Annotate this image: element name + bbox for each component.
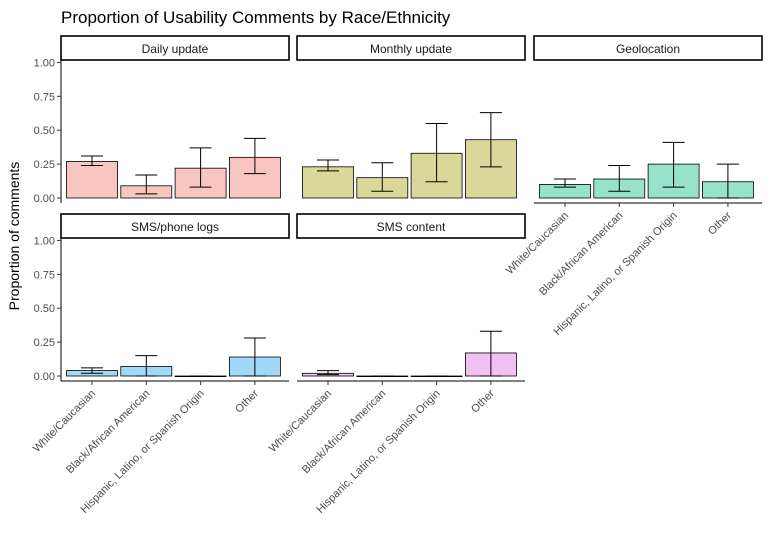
y-axis-label: Proportion of comments [6,162,22,311]
x-tick-label-other: Other [469,387,497,415]
panel-geolocation: GeolocationWhite/CaucasianBlack/African … [504,35,763,338]
strip-sms-phone-logs [60,213,290,239]
error-bar-sms-phone-logs-white-caucasian [81,367,103,374]
error-bar-daily-update-black-african-american [135,174,158,195]
error-bar-geolocation-white-caucasian [554,178,576,188]
x-tick-label-other: Other [233,387,261,415]
error-bar-daily-update-other [243,137,266,175]
facet-panels: Daily update 0.00 0.25 0.50 0.75 1.00 Monthly … [31,35,763,516]
panel-sms-phone-logs: SMS/phone logs0.000.250.500.751.00White/… [31,213,290,516]
error-bar-sms-content-other [479,330,502,377]
strip-label-sms-content: SMS content [377,220,446,234]
y-tick-label: 0.75 [34,269,55,281]
error-bar-monthly-update-other [479,112,502,168]
error-bar-sms-content-white-caucasian [317,370,339,376]
panel-monthly-update: Monthly update [296,35,526,199]
x-tick-label-other: Other [706,209,734,237]
strip-monthly-update [296,35,526,61]
error-bar-geolocation-other [716,163,739,199]
error-bar-monthly-update-black-african-american [371,162,394,192]
error-bar-monthly-update-hispanic-latino-or-spanish-origin [425,122,448,183]
strip-label-sms-phone-logs: SMS/phone logs [131,220,219,234]
y-tick-label: 0.00 [34,371,55,383]
panel-daily-update: Daily update 0.00 0.25 0.50 0.75 1.00 [34,35,290,205]
panel-sms-content: SMS contentWhite/CaucasianBlack/African … [267,213,526,516]
error-bar-sms-phone-logs-black-african-american [135,355,158,377]
y-tick-label: 0.50 [34,125,55,137]
x-tick-label-hispanic-latino-or-spanish-origin: Hispanic, Latino, or Spanish Origin [551,210,679,338]
strip-geolocation [533,35,763,61]
y-tick-label: 0.50 [34,303,55,315]
y-tick-label: 0.75 [34,91,55,103]
error-bar-daily-update-white-caucasian [81,155,103,166]
error-bar-daily-update-hispanic-latino-or-spanish-origin [189,147,212,188]
strip-daily-update [60,35,290,61]
error-bar-monthly-update-white-caucasian [317,159,339,172]
x-tick-label-hispanic-latino-or-spanish-origin: Hispanic, Latino, or Spanish Origin [78,388,206,516]
chart-title: Proportion of Usability Comments by Race… [61,8,451,27]
y-tick-label: 0.25 [34,337,55,349]
y-tick-label: 1.00 [34,235,55,247]
error-bar-geolocation-black-african-american [608,164,631,192]
error-bar-sms-phone-logs-other [243,337,266,377]
strip-sms-content [296,213,526,239]
x-tick-label-hispanic-latino-or-spanish-origin: Hispanic, Latino, or Spanish Origin [314,388,442,516]
y-tick-label: 0.00 [34,193,55,205]
bar-daily-update-white-caucasian [66,160,118,199]
strip-label-monthly-update: Monthly update [370,42,452,56]
y-tick-label: 1.00 [34,57,55,69]
strip-label-geolocation: Geolocation [616,42,680,56]
error-bar-geolocation-hispanic-latino-or-spanish-origin [662,141,685,188]
bar-monthly-update-white-caucasian [302,166,354,199]
strip-label-daily-update: Daily update [142,42,209,56]
y-tick-label: 0.25 [34,159,55,171]
